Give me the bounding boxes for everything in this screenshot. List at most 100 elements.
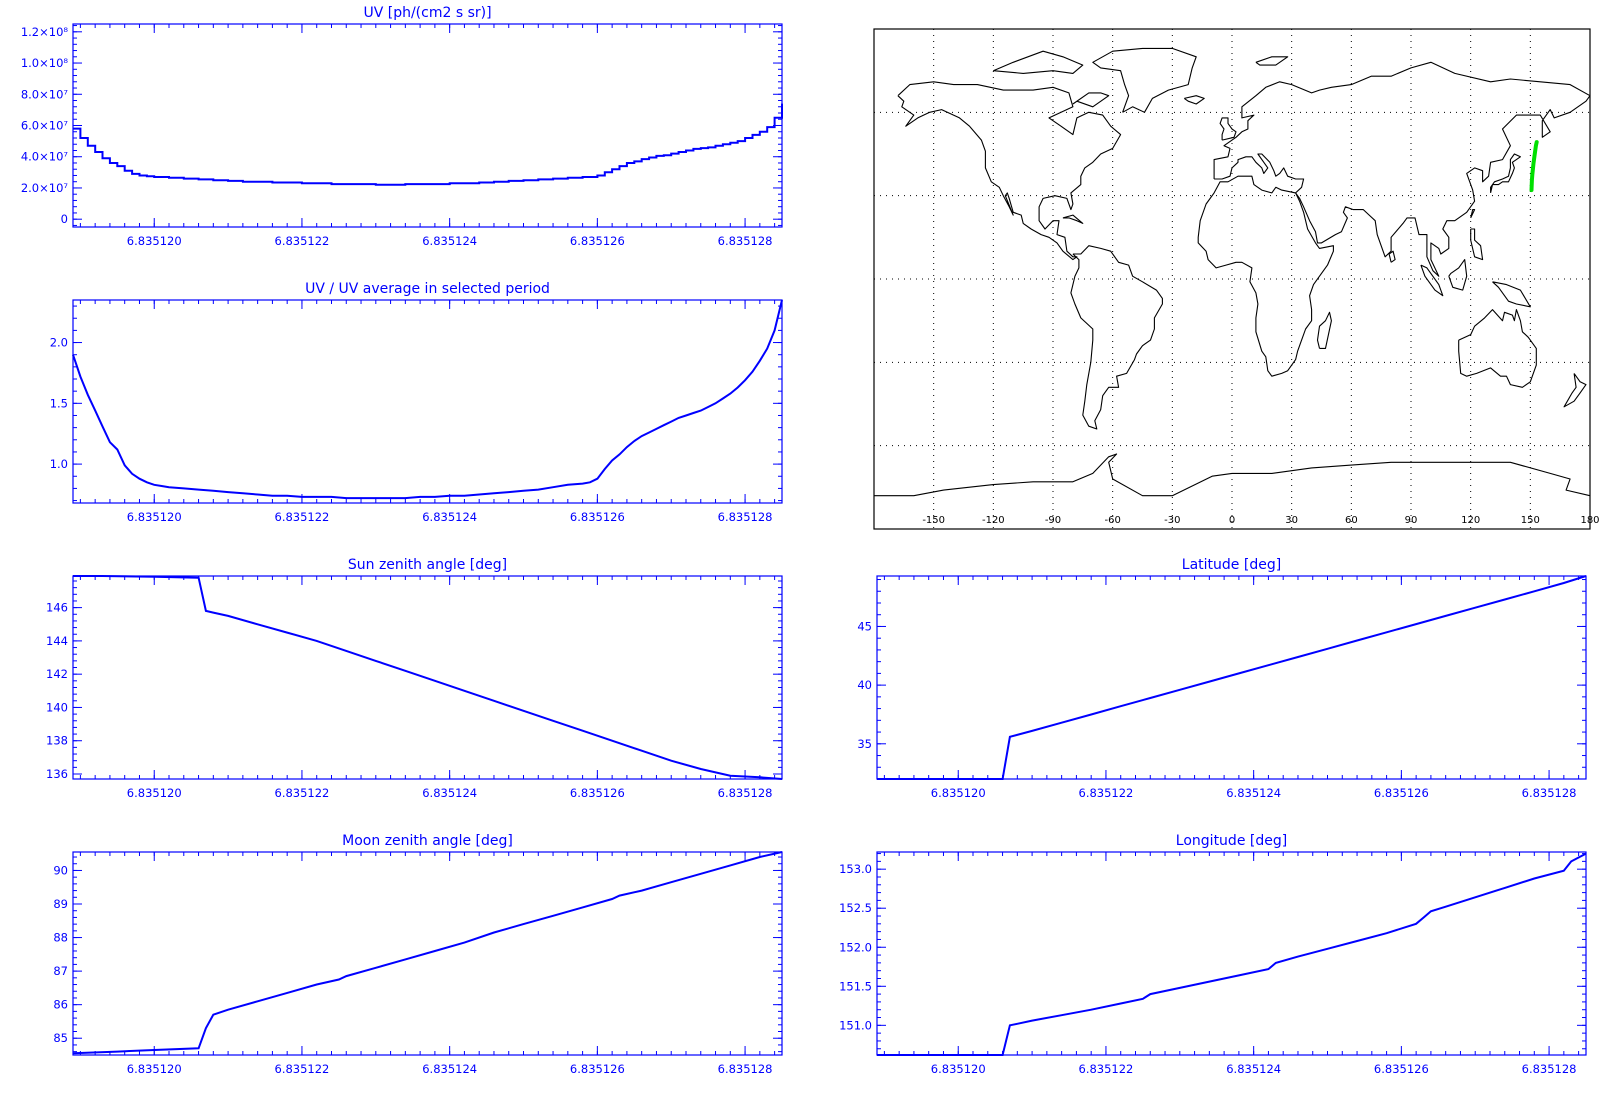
- map-lon-label: 90: [1405, 515, 1418, 526]
- x-tick-label: 6.835122: [275, 786, 330, 800]
- y-tick-label: 35: [857, 737, 872, 751]
- y-tick-label: 8.0×10⁷: [21, 87, 69, 101]
- plot-frame: [72, 575, 783, 780]
- map-lon-label: -60: [1104, 515, 1120, 526]
- y-tick-label: 152.0: [839, 940, 872, 954]
- y-tick-label: 2.0×10⁷: [21, 181, 69, 195]
- y-tick-label: 153.0: [839, 862, 872, 876]
- chart-sun_zenith: Sun zenith angle [deg] 6.835120 6.835122 6.…: [46, 557, 783, 800]
- plot-frame: [876, 575, 1587, 780]
- chart-longitude: Longitude [deg] 6.835120 6.835122 6.835124 6…: [839, 833, 1587, 1076]
- x-tick-label: 6.835126: [1374, 1062, 1429, 1076]
- x-tick-label: 6.835128: [718, 234, 773, 248]
- chart-title: UV [ph/(cm2 s sr)]: [363, 5, 491, 21]
- coastline-philippines: [1470, 228, 1484, 261]
- x-tick-label: 6.835120: [931, 1062, 986, 1076]
- y-tick-label: 1.5: [50, 396, 68, 410]
- series-line: [73, 575, 783, 780]
- world-map: -150 -120 -90 -60 -30 0 30 60 90 120 150 180: [873, 28, 1600, 530]
- x-tick-label: 6.835122: [275, 1062, 330, 1076]
- series-line: [72, 299, 783, 500]
- x-tick-label: 6.835126: [1374, 786, 1429, 800]
- coastline-cuba: [1062, 214, 1084, 224]
- plot-frame: [72, 851, 783, 1056]
- y-tick-label: 136: [46, 767, 68, 781]
- y-tick-label: 86: [53, 998, 68, 1012]
- coastline-baffin: [1072, 92, 1110, 108]
- x-tick-label: 6.835126: [570, 234, 625, 248]
- coastline-uk: [1219, 117, 1237, 141]
- coastline-antarctica: [874, 453, 1591, 497]
- coastline-taiwan: [1470, 209, 1476, 219]
- coastline-svalbard: [1255, 56, 1289, 66]
- y-tick-label: 45: [857, 619, 872, 633]
- x-tick-label: 6.835128: [718, 1062, 773, 1076]
- x-tick-label: 6.835128: [1522, 786, 1577, 800]
- y-tick-label: 4.0×10⁷: [21, 150, 69, 164]
- x-tick-label: 6.835122: [1079, 786, 1134, 800]
- y-tick-label: 0: [61, 212, 68, 226]
- satellite-track: [1529, 140, 1539, 193]
- y-tick-label: 89: [53, 897, 68, 911]
- x-tick-label: 6.835120: [931, 786, 986, 800]
- chart-title: UV / UV average in selected period: [305, 281, 550, 297]
- map-lon-label: -150: [922, 515, 945, 526]
- map-lon-label: 30: [1285, 515, 1298, 526]
- y-tick-label: 151.0: [839, 1018, 872, 1032]
- coastline-madagascar: [1316, 311, 1332, 349]
- chart-latitude: Latitude [deg] 6.835120 6.835122 6.835124 6.…: [857, 557, 1587, 800]
- y-tick-label: 142: [46, 667, 68, 681]
- x-tick-label: 6.835128: [718, 786, 773, 800]
- x-tick-label: 6.835124: [422, 1062, 477, 1076]
- coastline-new-guinea: [1492, 281, 1531, 308]
- series-line: [877, 575, 1587, 780]
- map-lon-label: 120: [1461, 515, 1480, 526]
- coastline-indonesia-sumatra: [1420, 264, 1444, 297]
- x-tick-label: 6.835122: [275, 234, 330, 248]
- x-tick-label: 6.835124: [1226, 1062, 1281, 1076]
- y-tick-label: 6.0×10⁷: [21, 119, 69, 133]
- chart-uv: UV [ph/(cm2 s sr)] 6.835120 6.835122 6.8351…: [21, 5, 783, 248]
- coastline-eurasia: [1213, 61, 1591, 277]
- map-lon-label: 150: [1521, 515, 1540, 526]
- plot-frame: [72, 23, 783, 228]
- chart-title: Moon zenith angle [deg]: [342, 833, 513, 849]
- coastline-borneo: [1448, 259, 1468, 291]
- coastline-japan: [1490, 153, 1521, 194]
- coastline-africa: [1197, 175, 1334, 377]
- chart-title: Latitude [deg]: [1182, 557, 1281, 573]
- x-tick-label: 6.835120: [127, 510, 182, 524]
- y-tick-label: 151.5: [839, 979, 872, 993]
- plot-frame: [876, 851, 1587, 1056]
- coastline-sri-lanka: [1388, 250, 1396, 263]
- map-lon-label: 180: [1580, 515, 1599, 526]
- coastline-south-america: [1070, 245, 1163, 430]
- x-tick-label: 6.835124: [422, 510, 477, 524]
- y-tick-label: 138: [46, 734, 68, 748]
- x-tick-label: 6.835128: [1522, 1062, 1577, 1076]
- map-lon-label: -120: [982, 515, 1005, 526]
- x-tick-label: 6.835120: [127, 234, 182, 248]
- x-tick-label: 6.835126: [570, 510, 625, 524]
- y-tick-label: 40: [857, 678, 872, 692]
- chart-uv_ratio: UV / UV average in selected period 6.8351…: [50, 281, 783, 524]
- x-tick-label: 6.835126: [570, 786, 625, 800]
- y-tick-label: 146: [46, 601, 68, 615]
- map-frame: [873, 28, 1591, 530]
- coastline-iceland: [1183, 95, 1205, 105]
- coastline-greenland: [1092, 47, 1197, 113]
- chart-title: Longitude [deg]: [1176, 833, 1287, 849]
- y-tick-label: 1.2×10⁸: [21, 25, 69, 39]
- y-tick-label: 1.0: [50, 457, 68, 471]
- coastline-new-zealand: [1563, 373, 1587, 408]
- plot-frame: [72, 299, 783, 504]
- y-tick-label: 2.0: [50, 336, 68, 350]
- map-lon-label: -90: [1045, 515, 1061, 526]
- x-tick-label: 6.835124: [422, 234, 477, 248]
- chart-title: Sun zenith angle [deg]: [348, 557, 507, 573]
- x-tick-label: 6.835124: [1226, 786, 1281, 800]
- y-tick-label: 85: [53, 1031, 68, 1045]
- y-tick-label: 90: [53, 863, 68, 877]
- series-line: [72, 851, 783, 1055]
